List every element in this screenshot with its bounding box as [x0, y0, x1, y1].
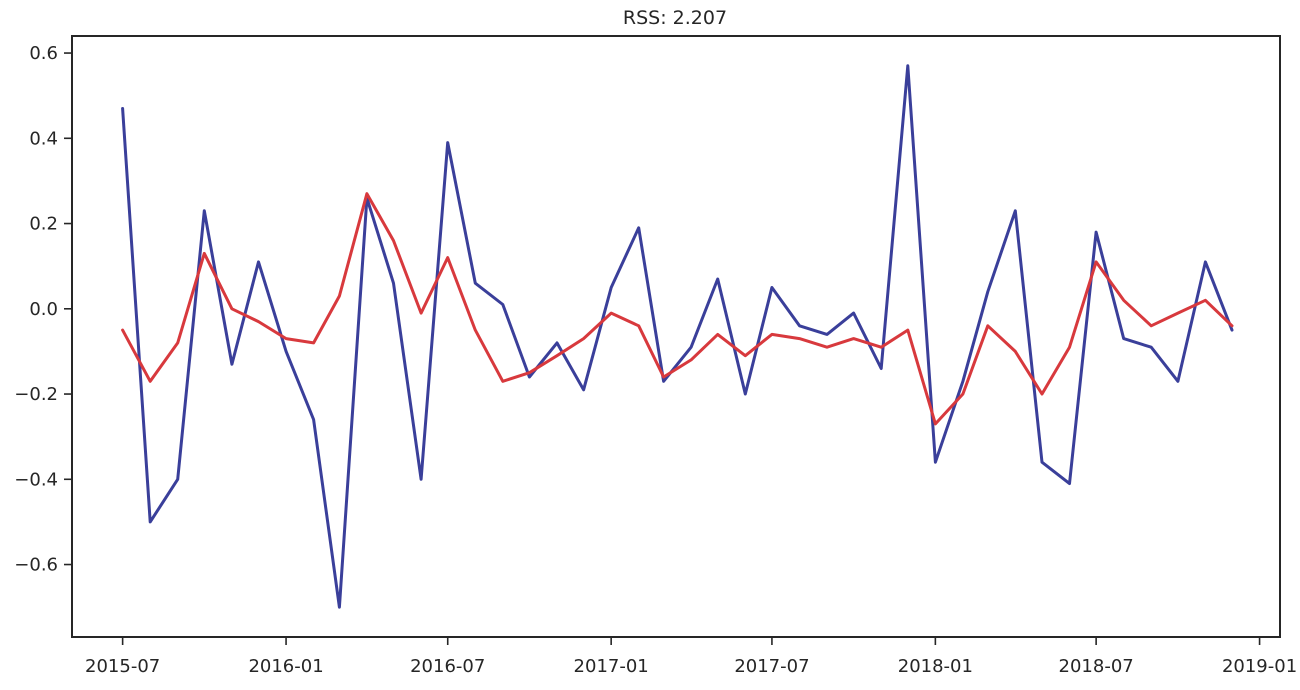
x-tick-label: 2015-07	[85, 656, 160, 677]
x-axis: 2015-07 2016-01 2016-07 2017-01 2017-07 2018-…	[85, 637, 1297, 677]
y-tick-label: 0.6	[29, 43, 58, 64]
x-tick-label: 2018-07	[1059, 656, 1134, 677]
series-line-1	[121, 64, 1234, 609]
x-tick-label: 2018-01	[898, 656, 973, 677]
y-tick-label: 0.0	[29, 299, 58, 320]
series-layer	[121, 64, 1234, 609]
x-tick-label: 2017-01	[574, 656, 649, 677]
series-line-2	[121, 192, 1234, 426]
x-tick-label: 2017-07	[734, 656, 809, 677]
chart-title: RSS: 2.207	[623, 7, 727, 29]
y-tick-label: −0.4	[14, 469, 58, 490]
y-tick-label: −0.2	[14, 384, 58, 405]
y-tick-label: −0.6	[14, 555, 58, 576]
plot-frame	[71, 35, 1281, 638]
y-tick-label: 0.4	[29, 128, 58, 149]
y-axis: −0.6 −0.4 −0.2 0.0 0.2 0.4 0.6	[14, 43, 72, 576]
x-tick-label: 2016-07	[410, 656, 485, 677]
x-tick-label: 2019-01	[1222, 656, 1297, 677]
x-tick-label: 2016-01	[248, 656, 323, 677]
y-tick-label: 0.2	[29, 214, 58, 235]
